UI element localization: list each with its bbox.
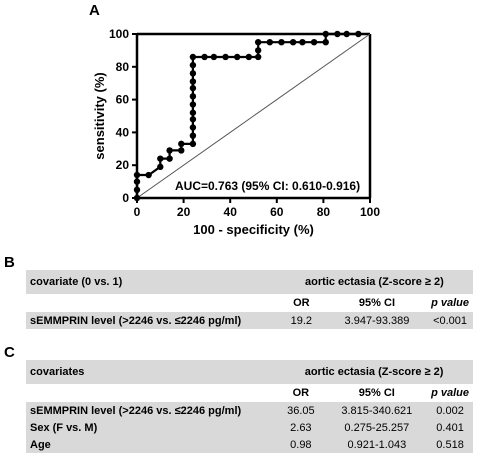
x-tick-label: 80 <box>317 205 331 219</box>
roc-point <box>210 53 218 61</box>
table-c-ci-cell: 0.921-1.043 <box>326 436 428 453</box>
roc-point <box>310 39 318 46</box>
y-tick-label: 20 <box>116 158 130 172</box>
table-b-outcome-header: aortic ectasia (Z-score ≥ 2) <box>275 270 473 294</box>
roc-point <box>266 39 274 46</box>
roc-point <box>189 140 197 148</box>
roc-point <box>289 39 297 46</box>
table-b-ci-cell: 3.947-93.389 <box>326 312 428 329</box>
table-b-ci-header: 95% CI <box>358 297 395 309</box>
table-c-p-cell: 0.401 <box>427 419 473 436</box>
table-b-column-row: OR 95% CI p value <box>26 294 473 312</box>
table-c-p-header: p value <box>431 387 469 399</box>
table-b-or-header: OR <box>293 297 310 309</box>
chart-axes: 0 20 40 60 80 100 0 20 40 60 80 100 <box>109 27 380 219</box>
roc-point <box>233 53 241 61</box>
table-c-covariate-cell: Age <box>26 436 276 453</box>
table-c-covariate-cell: sEMMPRIN level (>2246 vs. ≤2246 pg/ml) <box>26 402 276 419</box>
roc-point <box>189 101 197 108</box>
roc-point <box>222 53 229 61</box>
roc-point <box>189 124 197 131</box>
table-c-covariate-header: covariates <box>26 360 276 384</box>
roc-point <box>322 39 329 46</box>
table-row: Age 0.98 0.921-1.043 0.518 <box>26 436 473 453</box>
roc-point <box>355 30 362 38</box>
roc-point <box>189 116 197 123</box>
table-c-outcome-header: aortic ectasia (Z-score ≥ 2) <box>275 360 473 384</box>
y-tick-label: 0 <box>122 191 129 205</box>
roc-point <box>189 132 197 139</box>
reference-diagonal-line <box>136 33 371 199</box>
roc-point <box>189 70 197 77</box>
panel-label-a: A <box>89 2 100 19</box>
table-b-p-header: p value <box>431 297 469 309</box>
roc-point <box>133 194 141 202</box>
y-tick-label: 80 <box>116 60 130 74</box>
roc-point <box>343 30 350 38</box>
roc-point <box>189 93 197 100</box>
table-c-column-row: OR 95% CI p value <box>26 384 473 402</box>
roc-point <box>254 53 262 61</box>
roc-point <box>157 163 164 171</box>
table-c-ci-header: 95% CI <box>358 387 395 399</box>
roc-point <box>178 147 185 154</box>
roc-point <box>178 140 185 148</box>
y-tick-label: 40 <box>116 125 130 139</box>
roc-point <box>322 30 329 38</box>
table-b: covariate (0 vs. 1) aortic ectasia (Z-sc… <box>26 270 473 329</box>
auc-annotation: AUC=0.763 (95% CI: 0.610-0.916) <box>175 179 360 193</box>
table-row: Sex (F vs. M) 2.63 0.275-25.257 0.401 <box>26 419 473 436</box>
roc-point <box>133 186 141 193</box>
roc-point <box>189 53 197 61</box>
roc-point <box>201 53 208 61</box>
roc-point <box>245 53 253 61</box>
roc-point <box>133 178 141 185</box>
table-c-ci-cell: 0.275-25.257 <box>326 419 428 436</box>
panel-label-b: B <box>4 254 15 271</box>
roc-point <box>189 78 197 85</box>
x-tick-label: 20 <box>177 205 191 219</box>
roc-points <box>133 30 362 202</box>
roc-point <box>133 171 141 179</box>
table-row: sEMMPRIN level (>2246 vs. ≤2246 pg/ml) 1… <box>26 312 473 329</box>
y-axis-label: sensitivity (%) <box>92 72 107 159</box>
table-c-p-cell: 0.518 <box>427 436 473 453</box>
table-b-or-cell: 19.2 <box>275 312 327 329</box>
table-c-or-cell: 36.05 <box>275 402 327 419</box>
roc-point <box>334 30 341 38</box>
roc-point <box>189 84 197 92</box>
table-b-covariate-header: covariate (0 vs. 1) <box>26 270 276 294</box>
roc-point <box>254 39 262 46</box>
roc-point <box>299 39 306 46</box>
table-b-header-row: covariate (0 vs. 1) aortic ectasia (Z-sc… <box>26 270 473 294</box>
roc-point <box>166 155 173 162</box>
roc-chart: 0 20 40 60 80 100 0 20 40 60 80 100 sensitivity (%)… <box>92 27 380 237</box>
x-tick-label: 60 <box>270 205 284 219</box>
table-c-or-cell: 0.98 <box>275 436 327 453</box>
table-c-ci-cell: 3.815-340.621 <box>326 402 428 419</box>
x-tick-label: 40 <box>224 205 238 219</box>
x-tick-label: 0 <box>134 205 141 219</box>
roc-point <box>189 109 197 116</box>
table-row: sEMMPRIN level (>2246 vs. ≤2246 pg/ml) 3… <box>26 402 473 419</box>
roc-point <box>254 47 262 54</box>
x-axis-label: 100 - specificity (%) <box>193 222 314 237</box>
table-b-p-cell: <0.001 <box>427 312 473 329</box>
y-tick-label: 60 <box>116 93 130 107</box>
table-c-covariate-cell: Sex (F vs. M) <box>26 419 276 436</box>
x-tick-label: 100 <box>360 205 380 219</box>
table-b-covariate-cell: sEMMPRIN level (>2246 vs. ≤2246 pg/ml) <box>26 312 276 329</box>
table-c-or-header: OR <box>292 387 310 399</box>
table-c-header-row: covariates aortic ectasia (Z-score ≥ 2) <box>26 360 473 384</box>
table-c: covariates aortic ectasia (Z-score ≥ 2) … <box>26 360 473 453</box>
roc-point <box>278 39 285 46</box>
table-c-or-cell: 2.63 <box>275 419 327 436</box>
roc-point <box>189 61 197 69</box>
table-c-p-cell: 0.002 <box>427 402 473 419</box>
roc-point <box>166 147 173 154</box>
roc-point <box>145 171 152 179</box>
y-tick-label: 100 <box>109 27 129 41</box>
roc-point <box>157 155 164 162</box>
panel-label-c: C <box>4 344 15 361</box>
